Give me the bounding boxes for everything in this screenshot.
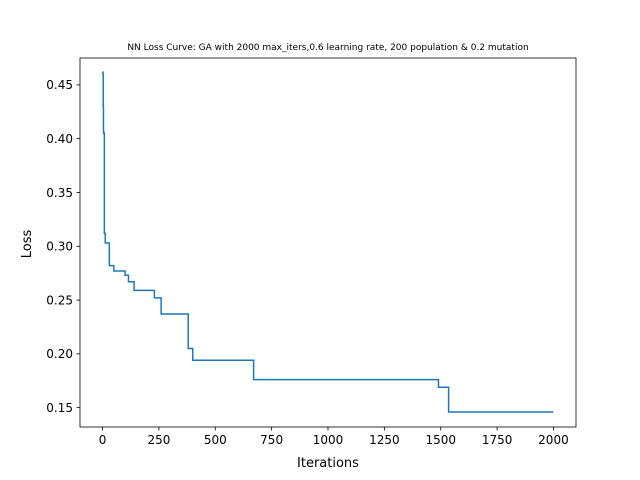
data-point xyxy=(438,386,440,388)
x-tick-label: 1500 xyxy=(425,433,456,447)
x-tick-label: 1000 xyxy=(313,433,344,447)
data-point xyxy=(109,265,111,267)
y-tick-label: 0.25 xyxy=(46,293,73,307)
y-tick-label: 0.15 xyxy=(46,401,73,415)
y-tick-label: 0.45 xyxy=(46,78,73,92)
data-point xyxy=(448,411,450,413)
data-point xyxy=(104,233,106,235)
y-tick-label: 0.20 xyxy=(46,347,73,361)
data-point xyxy=(253,379,255,381)
data-point xyxy=(133,290,135,292)
x-tick-label: 250 xyxy=(147,433,170,447)
data-point xyxy=(102,73,104,75)
data-point xyxy=(104,242,106,244)
data-point xyxy=(103,130,105,132)
plot-area: 0 250 500 750 1000 1250 1500 1750 2000 0.15 0.20 0.… xyxy=(46,57,577,447)
x-tick-label: 0 xyxy=(99,433,107,447)
data-point xyxy=(113,270,115,272)
data-point xyxy=(160,313,162,315)
x-tick-label: 1750 xyxy=(482,433,513,447)
x-tick-label: 1250 xyxy=(369,433,400,447)
y-tick-label: 0.35 xyxy=(46,186,73,200)
data-point xyxy=(128,281,130,283)
series-line-0 xyxy=(102,71,554,413)
y-axis-label: Loss xyxy=(20,230,35,259)
y-tick-label: 0.30 xyxy=(46,240,73,254)
chart-title: NN Loss Curve: GA with 2000 max_iters,0.… xyxy=(127,43,528,53)
data-point xyxy=(192,360,194,362)
x-tick-label: 750 xyxy=(260,433,283,447)
y-tick-label: 0.40 xyxy=(46,132,73,146)
x-tick-label: 500 xyxy=(204,433,227,447)
data-point xyxy=(102,106,104,108)
data-point xyxy=(103,133,105,135)
data-point xyxy=(102,71,104,73)
x-axis-label: Iterations xyxy=(297,456,359,471)
data-point xyxy=(187,348,189,350)
data-point xyxy=(124,275,126,277)
data-point xyxy=(553,411,555,413)
data-point xyxy=(154,297,156,299)
x-tick-label: 2000 xyxy=(538,433,569,447)
